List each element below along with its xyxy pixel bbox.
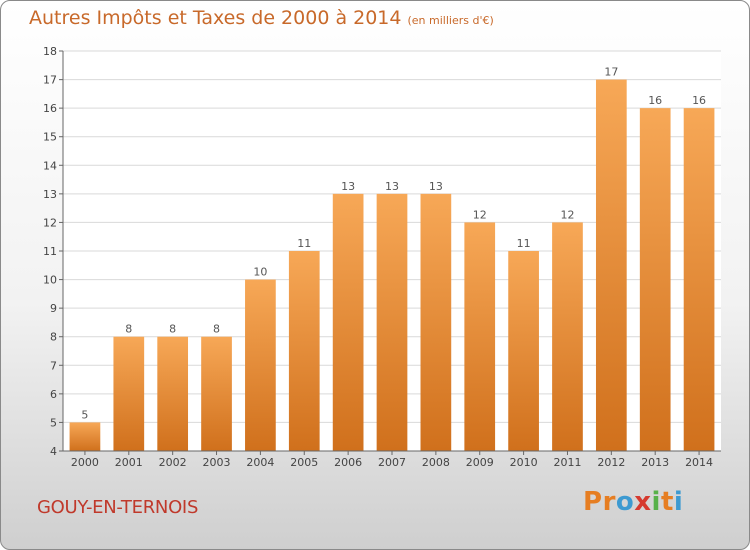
bars: [69, 79, 715, 452]
x-tick-label-2012: 2012: [597, 456, 625, 469]
bar-2000: [69, 422, 101, 451]
x-tick-label-2005: 2005: [290, 456, 318, 469]
x-tick-label-2000: 2000: [71, 456, 99, 469]
data-labels: 5 8 8 8 10 11 13 13 13 12 11 12 17 16 16: [81, 66, 706, 422]
bar-2004: [245, 279, 276, 451]
data-label-2003: 8: [213, 323, 220, 336]
bar-2003: [201, 336, 232, 451]
x-tick-label-2007: 2007: [378, 456, 406, 469]
x-tick-label-2010: 2010: [510, 456, 538, 469]
chart-title: Autres Impôts et Taxes de 2000 à 2014 (en…: [29, 7, 494, 29]
logo-letter: r: [602, 487, 616, 517]
bar-2011: [552, 222, 583, 451]
proxiti-logo: Proxiti: [583, 487, 683, 517]
logo-letter: P: [583, 487, 603, 517]
y-tick-label: 18: [43, 45, 57, 58]
data-label-2000: 5: [81, 408, 88, 421]
y-tick-label: 12: [43, 216, 57, 229]
bar-2005: [288, 251, 320, 451]
y-tick-label: 9: [50, 302, 57, 315]
bar-2001: [113, 336, 145, 451]
data-label-2010: 11: [517, 237, 531, 250]
data-label-2011: 12: [560, 208, 574, 221]
x-tick-label-2008: 2008: [422, 456, 450, 469]
y-tick-label: 15: [43, 131, 57, 144]
data-label-2008: 13: [429, 180, 443, 193]
y-tick-label: 16: [43, 102, 57, 115]
y-tick-label: 17: [43, 74, 57, 87]
x-tick-label-2003: 2003: [203, 456, 231, 469]
bar-2007: [376, 193, 408, 451]
bar-2012: [595, 79, 627, 452]
logo-letter: i: [673, 487, 684, 517]
logo-letter: x: [634, 487, 652, 517]
x-tick-label-2014: 2014: [685, 456, 713, 469]
data-label-2002: 8: [169, 323, 176, 336]
y-tick-label: 4: [50, 445, 57, 458]
bar-2013: [639, 108, 671, 452]
logo-letter: t: [660, 487, 674, 517]
y-tick-label: 5: [50, 416, 57, 429]
data-label-2009: 12: [473, 208, 487, 221]
bar-2010: [508, 251, 539, 451]
data-label-2014: 16: [692, 94, 706, 107]
x-tick-label-2006: 2006: [334, 456, 362, 469]
x-tick-label-2002: 2002: [159, 456, 187, 469]
chart-title-text: Autres Impôts et Taxes de 2000 à 2014: [29, 7, 402, 29]
x-tick-label-2011: 2011: [553, 456, 581, 469]
y-tick-label: 11: [43, 245, 57, 258]
data-label-2007: 13: [385, 180, 399, 193]
bar-2008: [420, 193, 452, 451]
chart-unit: (en milliers d'€): [407, 14, 494, 27]
logo-letter: i: [651, 487, 661, 517]
y-tick-label: 6: [50, 388, 57, 401]
bar-2009: [464, 222, 496, 451]
data-label-2013: 16: [648, 94, 662, 107]
bar-2002: [157, 336, 189, 451]
x-tick-label-2009: 2009: [466, 456, 494, 469]
y-tick-label: 10: [43, 274, 57, 287]
y-tick-label: 14: [43, 159, 57, 172]
x-tick-label-2004: 2004: [246, 456, 274, 469]
data-label-2005: 11: [297, 237, 311, 250]
x-tick-label-2001: 2001: [115, 456, 143, 469]
logo-letter: o: [615, 487, 635, 517]
data-label-2001: 8: [125, 323, 132, 336]
y-tick-label: 8: [50, 331, 57, 344]
data-label-2006: 13: [341, 180, 355, 193]
bar-2006: [332, 193, 364, 451]
y-tick-label: 13: [43, 188, 57, 201]
bar-2014: [683, 108, 715, 452]
data-label-2012: 17: [604, 66, 618, 79]
x-tick-label-2013: 2013: [641, 456, 669, 469]
x-axis: 2000 2001 2002 2003 2004 2005 2006 2007 2008 2009…: [63, 450, 721, 469]
y-axis: 4 5 6 7 8 9 10 11 12 13 14 15 16 17 18: [43, 45, 64, 458]
data-label-2004: 10: [253, 266, 267, 279]
y-tick-label: 7: [50, 359, 57, 372]
town-name: GOUY-EN-TERNOIS: [37, 497, 199, 518]
